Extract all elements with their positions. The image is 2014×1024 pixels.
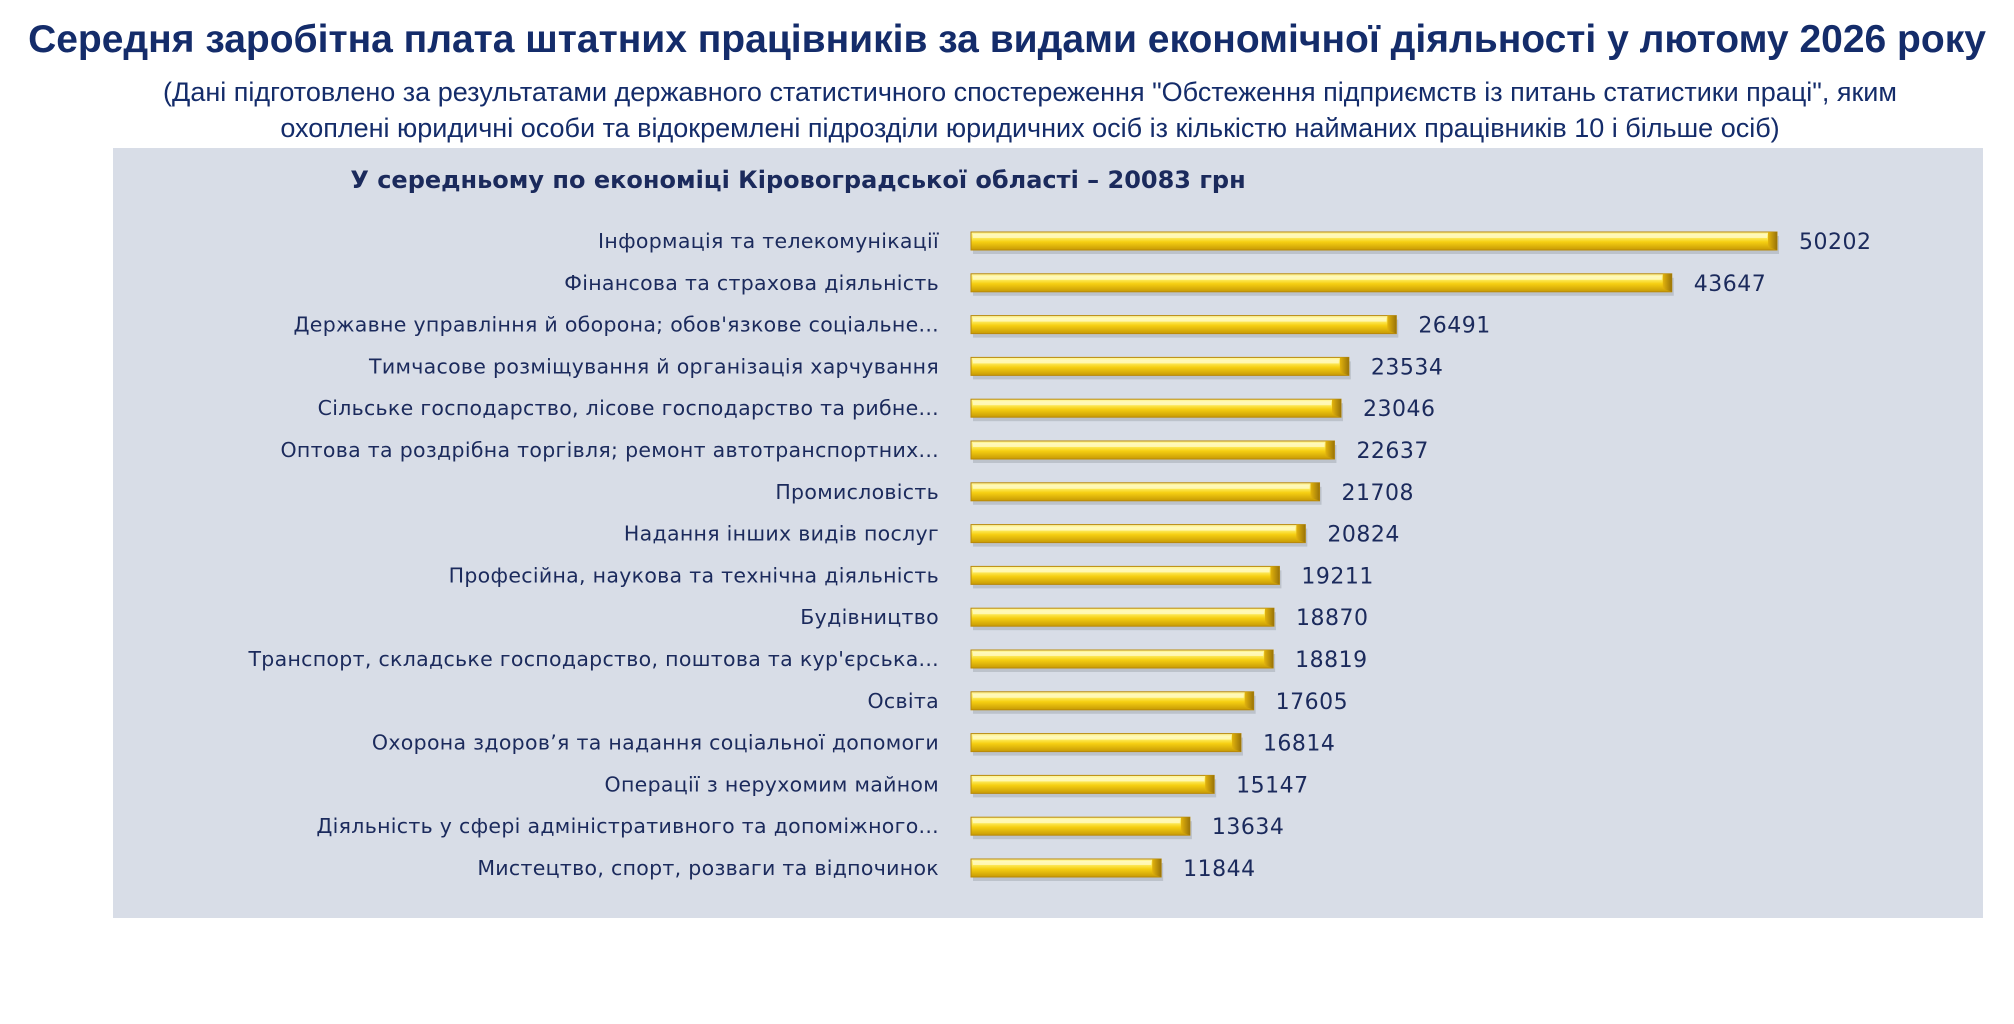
category-label: Професійна, наукова та технічна діяльніс… <box>449 563 939 587</box>
bar-chart: У середньому по економіці Кіровоградсько… <box>247 166 1871 882</box>
bar-highlight <box>973 568 1270 573</box>
category-label: Діяльність у сфері адміністративного та … <box>316 814 939 838</box>
bar-row: Фінансова та страхова діяльність 43647 <box>564 271 1767 297</box>
bar-end-cap <box>1205 775 1215 794</box>
category-label: Надання інших видів послуг <box>624 522 939 546</box>
data-label: 16814 <box>1263 732 1336 757</box>
page-subtitle: (Дані підготовлено за результатами держа… <box>163 77 1897 143</box>
category-label: Будівництво <box>800 605 939 629</box>
bar-highlight <box>973 777 1205 782</box>
category-label: Тимчасове розміщування й організація хар… <box>368 354 939 378</box>
bar-highlight <box>973 359 1339 364</box>
data-label: 23534 <box>1371 355 1444 380</box>
data-label: 23046 <box>1363 397 1436 422</box>
bar-highlight <box>973 819 1180 824</box>
data-label: 11844 <box>1183 857 1256 882</box>
bar-row: Тимчасове розміщування й організація хар… <box>368 354 1443 380</box>
bar-end-cap <box>1310 482 1320 501</box>
bar-end-cap <box>1231 733 1241 752</box>
bars-layer: Інформація та телекомунікації 50202 Фінанс… <box>247 229 1871 882</box>
bar-row: Інформація та телекомунікації 50202 <box>598 229 1871 255</box>
category-label: Транспорт, складське господарство, пошто… <box>247 647 939 671</box>
data-label: 21708 <box>1342 481 1415 506</box>
data-label: 20824 <box>1327 523 1400 548</box>
bar-highlight <box>973 317 1387 322</box>
bar-highlight <box>973 652 1264 656</box>
data-label: 17605 <box>1276 690 1349 715</box>
chart-title: У середньому по економіці Кіровоградсько… <box>350 166 1245 194</box>
data-label: 13634 <box>1212 815 1285 840</box>
bar-row: Освіта 17605 <box>868 689 1349 715</box>
bar-highlight <box>973 693 1244 698</box>
category-label: Освіта <box>868 689 940 713</box>
chart-panel: У середньому по економіці Кіровоградсько… <box>113 148 1983 918</box>
bar-row: Промисловість 21708 <box>775 480 1415 506</box>
category-label: Операції з нерухомим майном <box>605 772 939 796</box>
data-label: 18870 <box>1296 606 1369 631</box>
bar-row: Професійна, наукова та технічна діяльніс… <box>449 563 1374 589</box>
bar-highlight <box>973 526 1296 531</box>
category-label: Мистецтво, спорт, розваги та відпочинок <box>477 856 939 880</box>
data-label: 18819 <box>1295 648 1368 673</box>
bar-row: Будівництво 18870 <box>800 605 1368 631</box>
data-label: 19211 <box>1301 564 1374 589</box>
bar-row: Оптова та роздрібна торгівля; ремонт авт… <box>281 438 1429 464</box>
bar-row: Державне управління й оборона; обов'язко… <box>293 313 1490 339</box>
bar-end-cap <box>1768 232 1777 250</box>
bar-highlight <box>973 861 1152 865</box>
bar-end-cap <box>1264 608 1274 627</box>
category-label: Охорона здоров’я та надання соціальної д… <box>372 731 939 755</box>
data-label: 26491 <box>1418 314 1491 339</box>
bar-row: Транспорт, складське господарство, пошто… <box>247 647 1367 673</box>
category-label: Сільське господарство, лісове господарст… <box>318 396 939 420</box>
page-title: Середня заробітна плата штатних працівни… <box>28 18 1986 61</box>
category-label: Фінансова та страхова діяльність <box>564 271 939 295</box>
bar-end-cap <box>1325 441 1335 459</box>
data-label: 43647 <box>1694 272 1767 297</box>
bar-highlight <box>973 735 1231 740</box>
category-label: Оптова та роздрібна торгівля; ремонт авт… <box>281 438 940 462</box>
bar-end-cap <box>1270 566 1280 585</box>
data-label: 15147 <box>1236 773 1309 798</box>
bar-highlight <box>973 275 1662 280</box>
bar-row: Сільське господарство, лісове господарст… <box>318 396 1436 422</box>
bar-highlight <box>973 484 1310 489</box>
bar-row: Мистецтво, спорт, розваги та відпочинок 1… <box>477 856 1255 882</box>
bar-row: Надання інших видів послуг 20824 <box>624 522 1400 548</box>
bar-end-cap <box>1152 859 1162 877</box>
bar-end-cap <box>1180 817 1190 836</box>
bar-highlight <box>973 234 1767 238</box>
bar-highlight <box>973 443 1325 447</box>
category-label: Інформація та телекомунікації <box>598 229 939 253</box>
category-label: Промисловість <box>775 480 939 504</box>
bar-end-cap <box>1296 524 1306 543</box>
bar-end-cap <box>1244 691 1254 710</box>
bar-highlight <box>973 610 1264 615</box>
data-label: 50202 <box>1799 230 1872 255</box>
bar-end-cap <box>1662 273 1672 292</box>
bar-row: Операції з нерухомим майном 15147 <box>605 772 1309 798</box>
bar-end-cap <box>1339 357 1349 376</box>
category-label: Державне управління й оборона; обов'язко… <box>293 313 939 337</box>
bar-end-cap <box>1264 650 1274 668</box>
bar-row: Діяльність у сфері адміністративного та … <box>316 814 1284 840</box>
data-label: 22637 <box>1356 439 1429 464</box>
bar-end-cap <box>1387 315 1397 334</box>
bar-row: Охорона здоров’я та надання соціальної д… <box>372 731 1336 757</box>
bar-highlight <box>973 401 1332 406</box>
bar-end-cap <box>1332 399 1342 418</box>
